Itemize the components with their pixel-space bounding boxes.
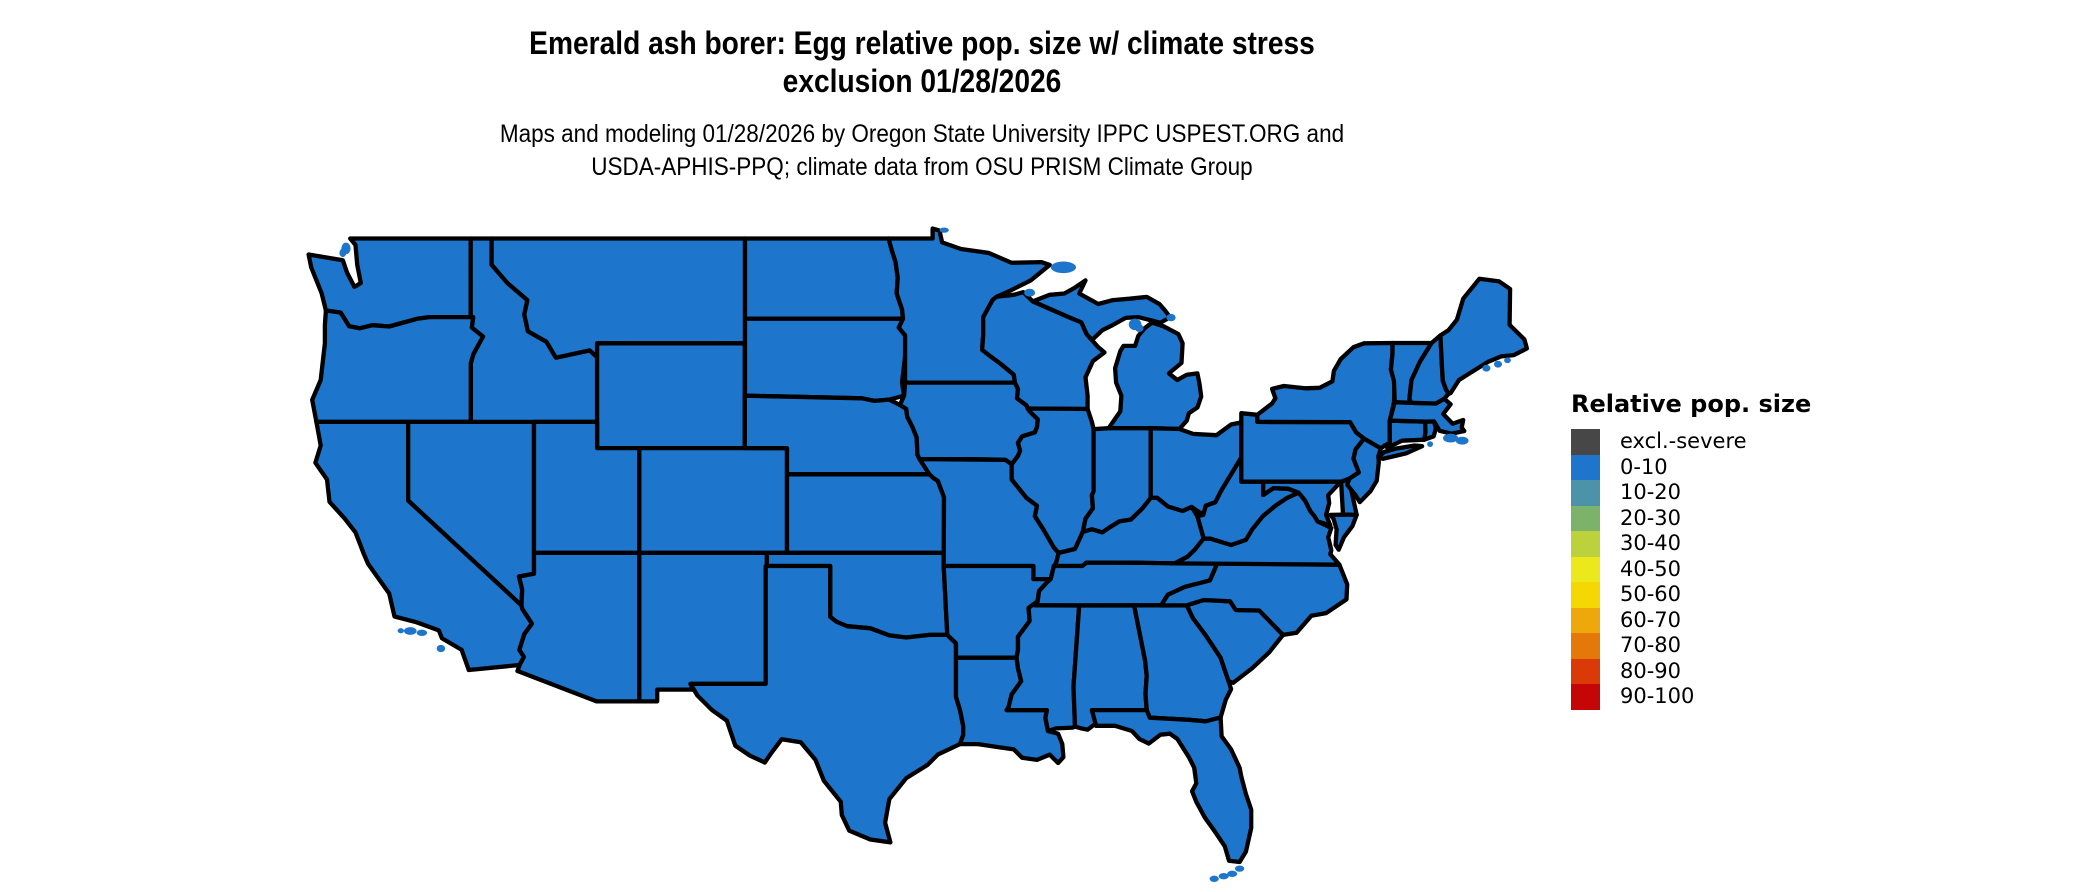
legend-item: 80-90 [1571, 658, 1811, 684]
island-14 [1209, 875, 1219, 882]
legend-item: 30-40 [1571, 531, 1811, 557]
island-19 [1482, 364, 1491, 372]
state-shape-sd [742, 316, 908, 404]
island-1 [339, 248, 347, 258]
state-shape-nm [637, 550, 770, 704]
island-17 [1427, 441, 1434, 447]
legend-label: 0-10 [1620, 454, 1668, 479]
legend: Relative pop. size excl.-severe 0-10 10-20… [1571, 390, 1811, 710]
legend-label: 60-70 [1620, 607, 1682, 632]
state-shape-me [1438, 276, 1530, 396]
legend-item: 50-60 [1571, 582, 1811, 608]
state-shape-longisland [1376, 443, 1425, 461]
legend-title: Relative pop. size [1571, 390, 1812, 418]
title-block: Emerald ash borer: Egg relative pop. siz… [394, 24, 1450, 100]
island-21 [939, 227, 949, 233]
island-6 [1050, 261, 1077, 274]
legend-label: 10-20 [1620, 480, 1682, 504]
legend-label: 70-80 [1620, 633, 1682, 657]
legend-rows: excl.-severe 0-10 10-20 20-30 30-40 40-50 50-6… [1571, 429, 1811, 710]
state-shape-nd [742, 236, 906, 321]
island-2 [403, 627, 417, 635]
state-shape-co [637, 445, 790, 556]
state-shape-delmarva [1328, 512, 1359, 552]
state-shape-tx [688, 563, 966, 845]
island-20 [1504, 357, 1511, 364]
legend-item: 60-70 [1571, 607, 1811, 633]
legend-swatch-60-70 [1571, 607, 1600, 633]
legend-item: 10-20 [1571, 480, 1811, 506]
legend-swatch-50-60 [1571, 582, 1600, 608]
state-shape-ks [784, 472, 947, 556]
legend-label: excl.-severe [1620, 429, 1747, 453]
state-shape-milp [1106, 320, 1204, 432]
legend-label: 90-100 [1620, 684, 1695, 708]
legend-swatch-excl.-severe [1571, 429, 1600, 455]
subtitle-block: Maps and modeling 01/28/2026 by Oregon S… [382, 118, 1462, 184]
island-13 [1218, 873, 1229, 880]
state-shape-md [1261, 479, 1344, 528]
legend-item: 40-50 [1571, 556, 1811, 582]
state-shape-nc [1158, 560, 1350, 638]
island-15 [1443, 433, 1459, 443]
island-3 [416, 629, 428, 636]
legend-item: 20-30 [1571, 505, 1811, 531]
island-7 [1024, 288, 1036, 297]
legend-swatch-0-10 [1571, 454, 1600, 480]
legend-swatch-10-20 [1571, 480, 1600, 506]
legend-item: excl.-severe [1571, 429, 1811, 455]
legend-label: 80-90 [1620, 658, 1682, 683]
state-shape-or [310, 308, 486, 425]
page-title-line2: exclusion 01/28/2026 [782, 63, 1062, 99]
legend-label: 40-50 [1620, 556, 1682, 581]
state-shape-az [515, 550, 642, 704]
legend-swatch-70-80 [1571, 633, 1600, 659]
island-4 [436, 644, 446, 653]
legend-swatch-80-90 [1571, 658, 1600, 684]
legend-label: 20-30 [1620, 505, 1682, 530]
page-title-line1: Emerald ash borer: Egg relative pop. siz… [529, 25, 1315, 61]
legend-swatch-30-40 [1571, 531, 1600, 557]
legend-item: 90-100 [1571, 684, 1811, 710]
legend-swatch-40-50 [1571, 556, 1600, 582]
legend-swatch-20-30 [1571, 505, 1600, 531]
island-10 [1166, 313, 1176, 322]
legend-label: 50-60 [1620, 582, 1682, 606]
island-9 [1135, 324, 1144, 333]
legend-item: 70-80 [1571, 633, 1811, 659]
legend-item: 0-10 [1571, 454, 1811, 480]
island-12 [1227, 870, 1238, 877]
island-5 [397, 628, 404, 634]
state-shape-fl [1089, 707, 1254, 865]
legend-label: 30-40 [1620, 531, 1682, 555]
legend-swatch-90-100 [1571, 684, 1600, 710]
subtitle-line2: USDA-APHIS-PPQ; climate data from OSU PR… [591, 153, 1253, 181]
island-16 [1455, 436, 1469, 445]
island-11 [1234, 865, 1245, 872]
island-18 [1493, 360, 1503, 368]
state-shape-wy [594, 341, 747, 451]
subtitle-line1: Maps and modeling 01/28/2026 by Oregon S… [499, 120, 1345, 148]
state-shape-ct [1382, 418, 1428, 450]
